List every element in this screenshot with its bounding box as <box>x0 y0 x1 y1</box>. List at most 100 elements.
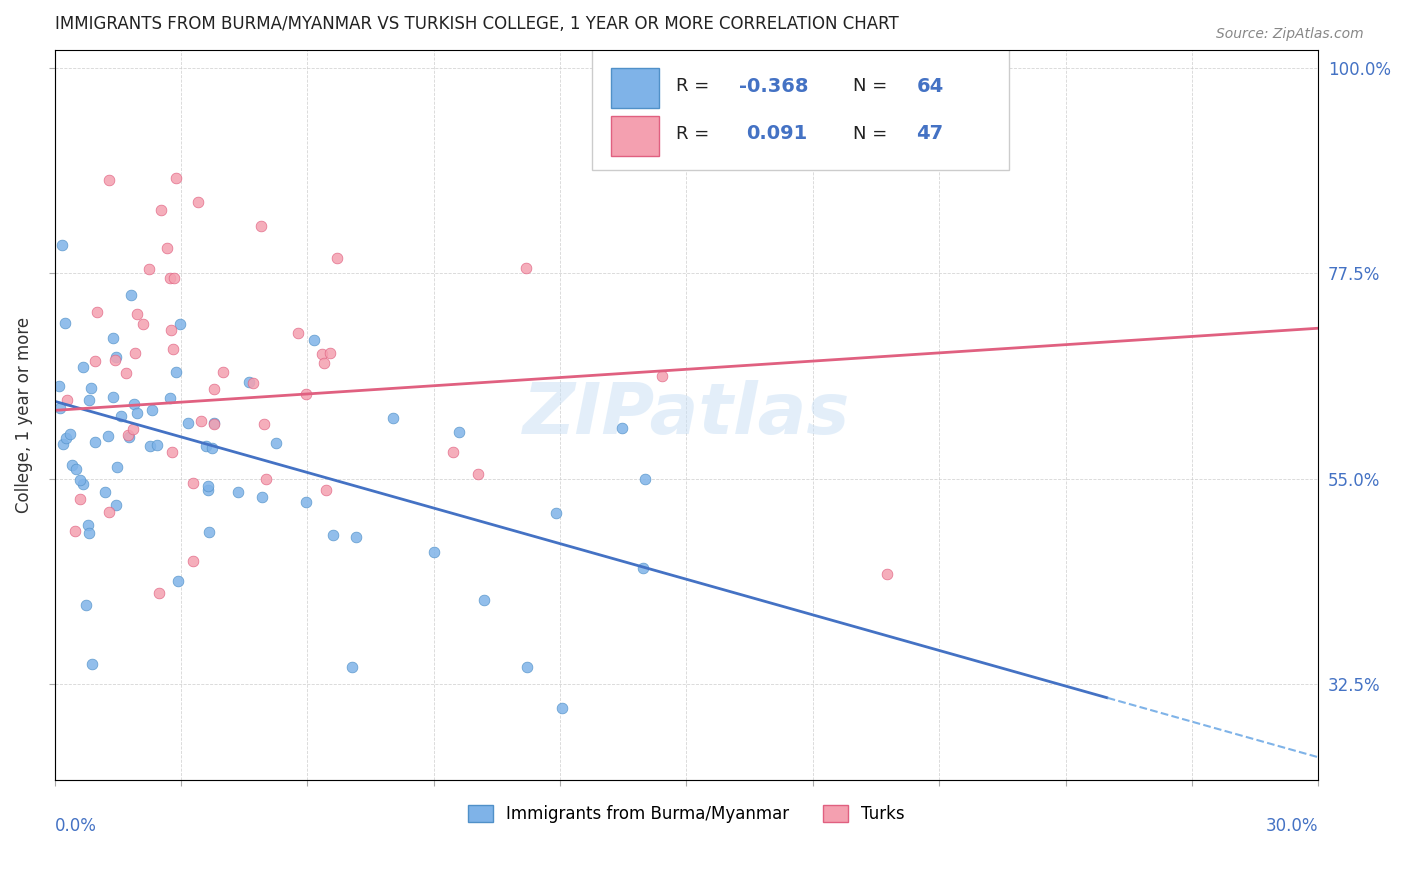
Turks <box>56 392 79 407</box>
Immigrants from Burma/Myanmar <box>159 391 181 405</box>
Immigrants from Burma/Myanmar <box>104 350 127 364</box>
Immigrants from Burma/Myanmar <box>127 406 149 420</box>
Text: Source: ZipAtlas.com: Source: ZipAtlas.com <box>1216 27 1364 41</box>
Turks <box>97 505 120 519</box>
Immigrants from Burma/Myanmar <box>194 439 217 453</box>
Immigrants from Burma/Myanmar <box>266 436 288 450</box>
Immigrants from Burma/Myanmar <box>322 527 344 541</box>
Immigrants from Burma/Myanmar <box>516 660 538 674</box>
Text: N =: N = <box>853 78 893 95</box>
Turks <box>165 171 187 186</box>
Immigrants from Burma/Myanmar <box>120 287 142 301</box>
Turks <box>187 195 209 210</box>
Immigrants from Burma/Myanmar <box>77 517 100 532</box>
Immigrants from Burma/Myanmar <box>51 437 73 451</box>
Immigrants from Burma/Myanmar <box>53 317 76 331</box>
Text: R =: R = <box>676 125 716 143</box>
Immigrants from Burma/Myanmar <box>472 593 495 607</box>
Immigrants from Burma/Myanmar <box>226 485 249 500</box>
Turks <box>98 173 121 187</box>
Turks <box>104 353 127 368</box>
Turks <box>651 369 673 384</box>
Immigrants from Burma/Myanmar <box>250 490 273 504</box>
Immigrants from Burma/Myanmar <box>169 317 191 331</box>
Turks <box>314 356 336 370</box>
Immigrants from Burma/Myanmar <box>59 426 82 441</box>
Immigrants from Burma/Myanmar <box>104 498 127 512</box>
Immigrants from Burma/Myanmar <box>139 439 162 453</box>
Turks <box>138 261 160 276</box>
Immigrants from Burma/Myanmar <box>238 375 260 389</box>
Immigrants from Burma/Myanmar <box>197 483 219 497</box>
Immigrants from Burma/Myanmar <box>423 545 446 559</box>
Text: IMMIGRANTS FROM BURMA/MYANMAR VS TURKISH COLLEGE, 1 YEAR OR MORE CORRELATION CHA: IMMIGRANTS FROM BURMA/MYANMAR VS TURKISH… <box>55 15 898 33</box>
Immigrants from Burma/Myanmar <box>612 421 634 435</box>
Turks <box>876 567 898 582</box>
Text: R =: R = <box>676 78 716 95</box>
Turks <box>287 326 309 340</box>
Turks <box>202 417 225 432</box>
Immigrants from Burma/Myanmar <box>72 359 94 374</box>
Text: -0.368: -0.368 <box>740 77 808 95</box>
Turks <box>202 382 225 396</box>
Turks <box>163 271 186 285</box>
Immigrants from Burma/Myanmar <box>48 379 70 393</box>
Turks <box>122 422 145 436</box>
Immigrants from Burma/Myanmar <box>340 660 363 674</box>
Turks <box>63 524 86 539</box>
Turks <box>256 472 278 486</box>
Turks <box>311 347 333 361</box>
Turks <box>190 414 212 428</box>
Turks <box>124 346 146 360</box>
Legend: Immigrants from Burma/Myanmar, Turks: Immigrants from Burma/Myanmar, Turks <box>461 798 911 830</box>
Immigrants from Burma/Myanmar <box>83 435 105 450</box>
Text: 0.0%: 0.0% <box>55 816 97 835</box>
Y-axis label: College, 1 year or more: College, 1 year or more <box>15 317 32 513</box>
Turks <box>181 476 204 491</box>
Immigrants from Burma/Myanmar <box>447 425 470 439</box>
Turks <box>150 202 173 217</box>
Immigrants from Burma/Myanmar <box>94 485 117 500</box>
Turks <box>325 251 347 265</box>
Immigrants from Burma/Myanmar <box>382 411 405 425</box>
Turks <box>156 242 179 256</box>
Immigrants from Burma/Myanmar <box>97 428 120 442</box>
Turks <box>183 554 205 568</box>
Immigrants from Burma/Myanmar <box>80 657 103 671</box>
Immigrants from Burma/Myanmar <box>202 417 225 431</box>
Immigrants from Burma/Myanmar <box>177 416 200 430</box>
Immigrants from Burma/Myanmar <box>60 458 83 473</box>
Immigrants from Burma/Myanmar <box>77 526 100 541</box>
Turks <box>249 219 271 233</box>
Text: ZIPatlas: ZIPatlas <box>523 381 851 450</box>
Turks <box>253 417 276 432</box>
Turks <box>148 586 170 600</box>
Turks <box>86 304 108 318</box>
Turks <box>132 317 155 331</box>
Immigrants from Burma/Myanmar <box>631 560 654 574</box>
Immigrants from Burma/Myanmar <box>75 598 97 612</box>
Immigrants from Burma/Myanmar <box>51 237 73 252</box>
Immigrants from Burma/Myanmar <box>107 460 129 475</box>
Immigrants from Burma/Myanmar <box>197 479 219 493</box>
Text: 64: 64 <box>917 77 943 95</box>
Text: 0.091: 0.091 <box>745 124 807 144</box>
Immigrants from Burma/Myanmar <box>118 430 141 444</box>
Immigrants from Burma/Myanmar <box>77 393 100 408</box>
Text: 47: 47 <box>917 124 943 144</box>
Immigrants from Burma/Myanmar <box>198 524 221 539</box>
Immigrants from Burma/Myanmar <box>101 390 124 404</box>
Text: N =: N = <box>853 125 893 143</box>
Immigrants from Burma/Myanmar <box>344 530 367 544</box>
Turks <box>69 492 91 507</box>
Turks <box>84 353 107 368</box>
Immigrants from Burma/Myanmar <box>65 462 87 476</box>
Immigrants from Burma/Myanmar <box>544 506 567 520</box>
Immigrants from Burma/Myanmar <box>80 381 103 395</box>
FancyBboxPatch shape <box>610 116 658 156</box>
Immigrants from Burma/Myanmar <box>69 474 91 488</box>
Turks <box>441 444 464 458</box>
Immigrants from Burma/Myanmar <box>110 409 132 424</box>
Turks <box>294 387 316 401</box>
Immigrants from Burma/Myanmar <box>49 401 72 415</box>
